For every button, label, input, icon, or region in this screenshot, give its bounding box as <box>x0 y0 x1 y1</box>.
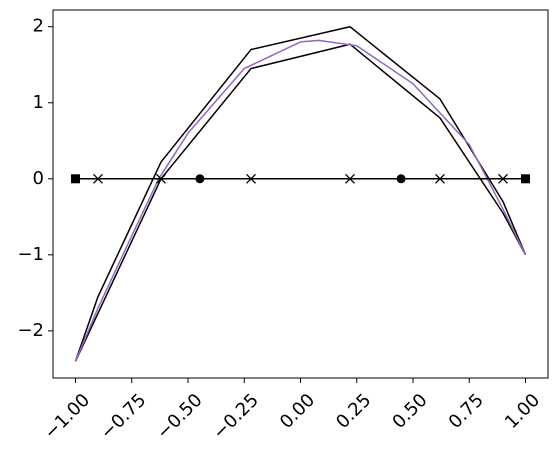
y-tick-label: −2 <box>17 320 44 341</box>
x-marker <box>93 173 103 184</box>
x-tick-label: 1.00 <box>501 390 544 433</box>
square-marker <box>521 174 530 184</box>
x-tick-label: 0.00 <box>276 390 319 433</box>
x-tick-label: −0.75 <box>96 390 150 444</box>
plot-frame <box>52 9 549 379</box>
y-tick-label: 2 <box>33 16 44 37</box>
y-tick-label: −1 <box>17 244 44 265</box>
x-marker <box>435 173 445 184</box>
x-tick-label: 0.25 <box>332 390 375 433</box>
circle-marker <box>195 174 205 184</box>
circle-marker <box>396 174 406 184</box>
x-marker <box>246 173 256 184</box>
square-marker <box>71 174 80 184</box>
x-tick-label: −0.50 <box>153 390 207 444</box>
x-tick-label: −1.00 <box>40 390 94 444</box>
series-line <box>74 43 527 362</box>
x-tick-label: −0.25 <box>209 390 263 444</box>
series-line <box>74 25 527 362</box>
series-line <box>74 39 527 362</box>
x-marker <box>345 173 355 184</box>
y-tick-label: 0 <box>33 168 44 189</box>
x-marker <box>156 173 166 184</box>
x-marker <box>498 173 508 184</box>
x-tick-label: 0.75 <box>445 390 488 433</box>
y-tick-label: 1 <box>33 92 44 113</box>
x-tick-label: 0.50 <box>388 390 431 433</box>
